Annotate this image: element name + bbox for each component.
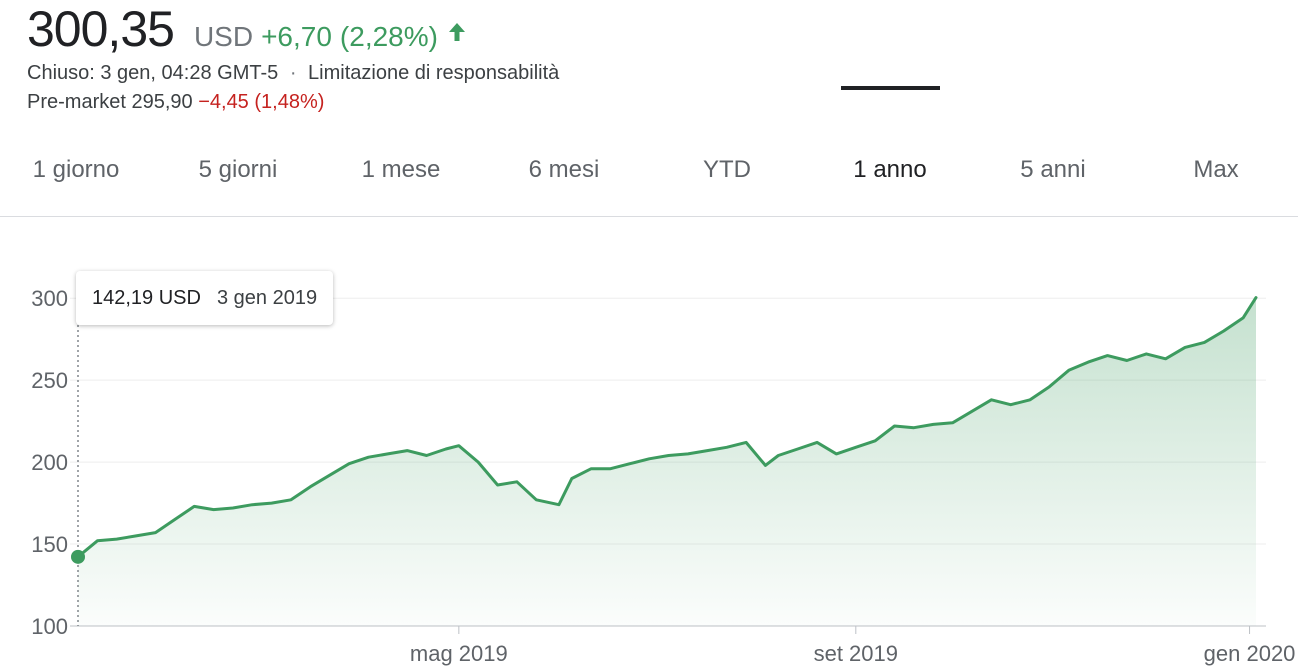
premarket-change-percent: (1,48%) <box>254 91 325 113</box>
price-area <box>78 297 1256 626</box>
x-tick-label: gen 2020 <box>1204 641 1296 666</box>
hover-tooltip: 142,19 USD 3 gen 2019 <box>76 271 334 325</box>
price-line <box>76 296 1258 559</box>
x-tick-label: set 2019 <box>814 641 898 666</box>
tab-5-giorni[interactable]: 5 giorni <box>198 156 278 183</box>
y-tick-label: 150 <box>31 532 68 557</box>
tab-ytd[interactable]: YTD <box>703 156 751 183</box>
tabs-divider <box>0 216 1298 217</box>
premarket-label: Pre-market <box>27 91 126 113</box>
y-tick-label: 100 <box>31 614 68 639</box>
price-change-percent: (2,28%) <box>339 21 438 52</box>
tab-1-mese[interactable]: 1 mese <box>361 156 441 183</box>
tooltip-price: 142,19 USD <box>92 286 201 309</box>
range-tabs: 1 giorno 5 giorni 1 mese 6 mesi YTD 1 an… <box>0 128 1298 216</box>
y-tick-label: 300 <box>31 286 68 311</box>
premarket-line: Pre-market 295,90 −4,45 (1,48%) <box>27 89 324 115</box>
arrow-up-icon <box>446 21 468 43</box>
y-tick-label: 250 <box>31 368 68 393</box>
market-status: Chiuso: 3 gen, 04:28 GMT-5 · Limitazione… <box>27 60 559 86</box>
tab-1-anno[interactable]: 1 anno <box>853 156 927 183</box>
currency-label: USD <box>193 21 254 52</box>
premarket-price: 295,90 <box>131 91 193 113</box>
y-tick-label: 200 <box>31 450 68 475</box>
tooltip-date: 3 gen 2019 <box>216 286 318 309</box>
tab-5-anni[interactable]: 5 anni <box>1020 156 1086 183</box>
closed-label: Chiuso: 3 gen, 04:28 GMT-5 <box>27 62 279 84</box>
active-tab-indicator <box>841 86 940 90</box>
disclaimer-link[interactable]: Limitazione di responsabilità <box>308 62 560 84</box>
hover-point <box>71 549 85 564</box>
current-price: 300,35 <box>27 1 175 57</box>
tab-max[interactable]: Max <box>1193 156 1239 183</box>
x-tick-label: mag 2019 <box>410 641 508 666</box>
tab-6-mesi[interactable]: 6 mesi <box>528 156 600 183</box>
separator: · <box>289 62 297 84</box>
premarket-change: −4,45 <box>198 91 249 113</box>
price-change: +6,70 <box>261 21 332 52</box>
tab-1-giorno[interactable]: 1 giorno <box>32 156 120 183</box>
quote-header: 300,35 USD +6,70 (2,28%) <box>27 0 468 58</box>
